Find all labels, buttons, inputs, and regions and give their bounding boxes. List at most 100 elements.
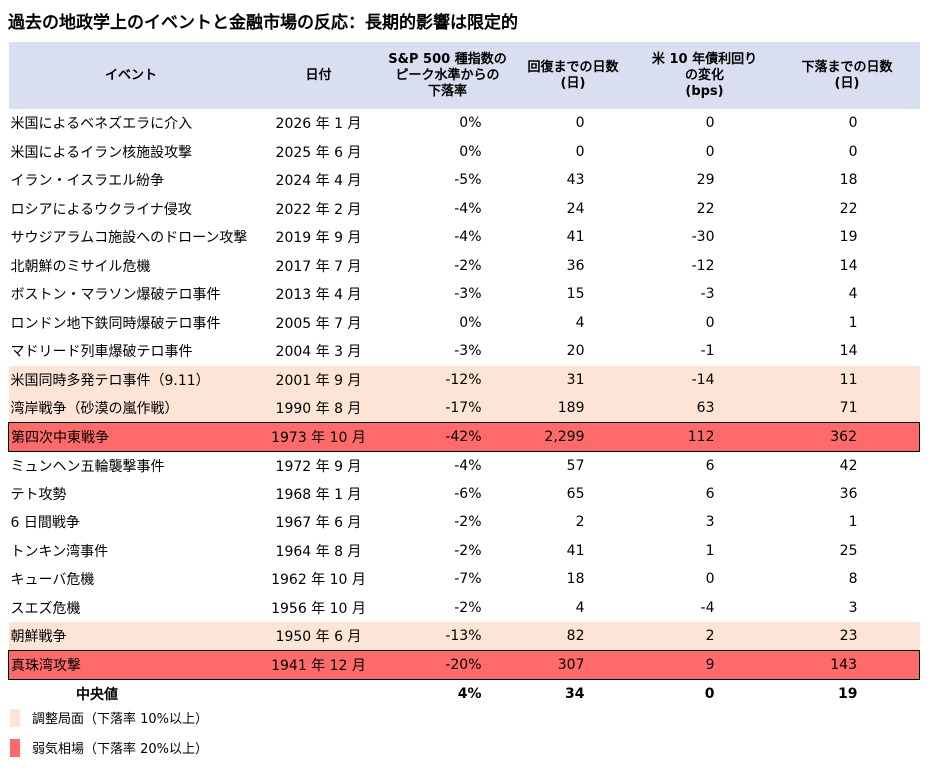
- cell-yield: 22: [696, 200, 715, 217]
- table-row: 6 日間戦争 1967 年 6 月 -2% 2 3 1: [9, 508, 920, 537]
- cell-yield: 6: [705, 457, 715, 474]
- cell-yield: 29: [696, 172, 715, 189]
- cell-yield: 3: [705, 514, 715, 531]
- table-row: 朝鮮戦争 1950 年 6 月 -13% 82 2 23: [8, 622, 920, 651]
- cell-recovery: 24: [566, 200, 585, 217]
- cell-yield: 9: [634, 650, 775, 680]
- legend-correction-label: 調整局面（下落率 10%以上）: [32, 712, 209, 727]
- cell-decline: 11: [839, 371, 858, 388]
- cell-decline: 42: [839, 457, 858, 474]
- cell-decline: 0: [848, 143, 858, 160]
- cell-event: マドリード列車爆破テロ事件: [10, 344, 193, 361]
- cell-drop: -20%: [383, 650, 512, 680]
- cell-drop: -13%: [445, 628, 482, 644]
- cell-recovery: 0: [575, 115, 585, 132]
- cell-yield: 0: [705, 115, 715, 132]
- cell-decline: 14: [839, 257, 858, 274]
- cell-decline: 25: [839, 542, 858, 559]
- table-row: キューバ危機 1962 年 10 月 -7% 18 0 8: [9, 565, 920, 594]
- table-row: サウジアラムコ施設へのドローン攻撃 2019 年 9 月 -4% 41 -30 19: [9, 223, 920, 252]
- events-table: イベント 日付 S&P 500 種指数の ピーク水準からの 下落率 回復までの日…: [8, 42, 920, 708]
- cell-date: 2017 年 7 月: [275, 258, 362, 275]
- cell-event: テト攻勢: [10, 486, 67, 503]
- legend-bear: 弱気相場（下落率 20%以上）: [10, 738, 208, 757]
- table-row: スエズ危機 1956 年 10 月 -2% 4 -4 3: [9, 594, 920, 623]
- cell-decline: 1: [848, 314, 858, 331]
- table-row: ロンドン地下鉄同時爆破テロ事件 2005 年 7 月 0% 4 0 1: [9, 309, 920, 338]
- cell-date: 2019 年 9 月: [275, 230, 362, 247]
- cell-event: ミュンヘン五輪襲撃事件: [10, 458, 165, 475]
- cell-yield: 2: [705, 628, 715, 644]
- cell-recovery: 41: [566, 229, 585, 246]
- cell-decline: 19: [839, 229, 858, 246]
- cell-recovery: 307: [511, 650, 635, 680]
- cell-date: 2001 年 9 月: [275, 372, 362, 389]
- table-row: マドリード列車爆破テロ事件 2004 年 3 月 -3% 20 -1 14: [9, 337, 920, 366]
- table-row: 第四次中東戦争 1973 年 10 月 -42% 2,299 112 362: [8, 422, 920, 452]
- cell-event: ロンドン地下鉄同時爆破テロ事件: [10, 315, 221, 332]
- legend-correction: 調整局面（下落率 10%以上）: [10, 708, 208, 727]
- cell-date: 2026 年 1 月: [275, 116, 362, 133]
- table-row: イラン・イスラエル紛争 2024 年 4 月 -5% 43 29 18: [9, 166, 920, 195]
- cell-date: 2025 年 6 月: [275, 144, 362, 161]
- cell-yield: -1: [700, 343, 715, 360]
- cell-date: 2024 年 4 月: [275, 173, 362, 190]
- header-decline-days: 下落までの日数 (日): [801, 59, 893, 91]
- cell-date: 2005 年 7 月: [275, 315, 362, 332]
- cell-event: トンキン湾事件: [10, 543, 109, 560]
- cell-event: 朝鮮戦争: [10, 629, 67, 645]
- cell-event: 北朝鮮のミサイル危機: [10, 258, 151, 275]
- cell-yield: -3: [700, 286, 715, 303]
- cell-date: 2022 年 2 月: [275, 201, 362, 218]
- cell-decline: 71: [839, 400, 858, 416]
- cell-decline: 4: [848, 286, 858, 303]
- cell-drop: -4%: [454, 457, 482, 474]
- cell-recovery: 15: [566, 286, 585, 303]
- cell-yield: 0: [705, 571, 715, 588]
- table-row: ミュンヘン五輪襲撃事件 1972 年 9 月 -4% 57 6 42: [9, 451, 920, 480]
- cell-yield: 0: [705, 143, 715, 160]
- median-drop: 4%: [457, 685, 482, 702]
- header-sp500-drop: S&P 500 種指数の ピーク水準からの 下落率: [388, 51, 507, 99]
- table-row: テト攻勢 1968 年 1 月 -6% 65 6 36: [9, 480, 920, 509]
- cell-recovery: 4: [575, 599, 585, 616]
- cell-drop: -2%: [454, 257, 482, 274]
- table-row: 湾岸戦争（砂漠の嵐作戦） 1990 年 8 月 -17% 189 63 71: [8, 394, 920, 423]
- cell-recovery: 18: [566, 571, 585, 588]
- cell-recovery: 20: [566, 343, 585, 360]
- cell-yield: -30: [691, 229, 715, 246]
- table-row: トンキン湾事件 1964 年 8 月 -2% 41 1 25: [9, 537, 920, 566]
- cell-date: 1941 年 12 月: [253, 650, 384, 680]
- cell-yield: -4: [700, 599, 715, 616]
- cell-date: 2013 年 4 月: [275, 287, 362, 304]
- cell-recovery: 65: [566, 485, 585, 502]
- header-date: 日付: [305, 67, 332, 83]
- cell-date: 1956 年 10 月: [271, 600, 366, 617]
- cell-date: 1968 年 1 月: [275, 486, 362, 503]
- median-label: 中央値: [76, 686, 118, 703]
- cell-event: 米国によるベネズエラに介入: [10, 116, 193, 133]
- cell-recovery: 0: [575, 143, 585, 160]
- median-recovery: 34: [565, 685, 585, 702]
- table-row: 真珠湾攻撃 1941 年 12 月 -20% 307 9 143: [8, 650, 920, 680]
- cell-date: 1990 年 8 月: [275, 401, 362, 417]
- cell-drop: -2%: [454, 599, 482, 616]
- cell-event: ロシアによるウクライナ侵攻: [10, 201, 192, 218]
- cell-yield: 6: [705, 485, 715, 502]
- cell-yield: 63: [696, 400, 715, 416]
- table-row: ボストン・マラソン爆破テロ事件 2013 年 4 月 -3% 15 -3 4: [9, 280, 920, 309]
- page-title: 過去の地政学上のイベントと金融市場の反応：長期的影響は限定的: [8, 13, 518, 33]
- table-row: 米国同時多発テロ事件（9.11） 2001 年 9 月 -12% 31 -14 11: [8, 365, 920, 394]
- cell-date: 1950 年 6 月: [275, 629, 362, 645]
- legend-bear-label: 弱気相場（下落率 20%以上）: [32, 742, 209, 757]
- cell-date: 1964 年 8 月: [275, 543, 362, 560]
- table-header-row: イベント 日付 S&P 500 種指数の ピーク水準からの 下落率 回復までの日…: [8, 42, 920, 109]
- cell-drop: -42%: [383, 422, 512, 452]
- median-yield: 0: [704, 685, 715, 702]
- cell-event: 米国によるイラン核施設攻撃: [10, 144, 193, 161]
- cell-yield: -12: [691, 257, 715, 274]
- cell-event: 湾岸戦争（砂漠の嵐作戦）: [10, 401, 179, 417]
- cell-drop: -17%: [445, 400, 482, 416]
- cell-drop: -5%: [454, 172, 482, 189]
- cell-decline: 1: [848, 514, 858, 531]
